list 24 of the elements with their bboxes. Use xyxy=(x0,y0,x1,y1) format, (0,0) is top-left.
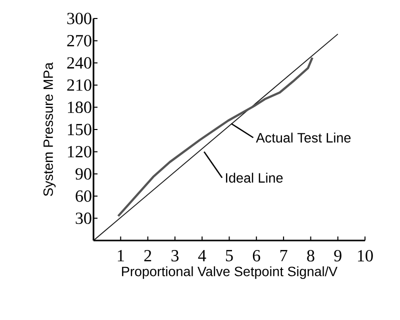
x-tick-label: 8 xyxy=(307,250,314,262)
x-tick-label: 4 xyxy=(198,250,206,262)
x-tick-label: 6 xyxy=(252,250,260,262)
y-tick-label: 150 xyxy=(68,124,92,136)
annotation: Actual Test Line xyxy=(256,132,351,143)
y-tick-label: 270 xyxy=(67,34,92,46)
x-tick-label: 3 xyxy=(172,250,179,262)
y-tick-label: 90 xyxy=(76,168,92,180)
x-tick-label: 5 xyxy=(226,250,233,262)
x-tick-label: 7 xyxy=(280,250,288,262)
y-tick-label: 180 xyxy=(68,102,92,114)
y-tick-label: 240 xyxy=(67,57,92,69)
y-axis-title: System Pressure MPa xyxy=(43,62,56,196)
y-tick-label: 30 xyxy=(76,212,92,224)
x-tick-label: 1 xyxy=(118,250,124,262)
y-tick-label: 60 xyxy=(76,190,92,202)
annotation: Ideal Line xyxy=(226,172,283,183)
x-axis-title: Proportional Valve Setpoint Signal/V xyxy=(122,266,338,279)
y-tick-label: 120 xyxy=(68,146,92,158)
x-tick-label: 10 xyxy=(358,250,373,262)
y-tick-label: 300 xyxy=(67,12,92,24)
y-tick-label: 210 xyxy=(67,79,92,91)
x-tick-label: 9 xyxy=(334,250,342,262)
x-tick-label: 2 xyxy=(144,250,152,262)
